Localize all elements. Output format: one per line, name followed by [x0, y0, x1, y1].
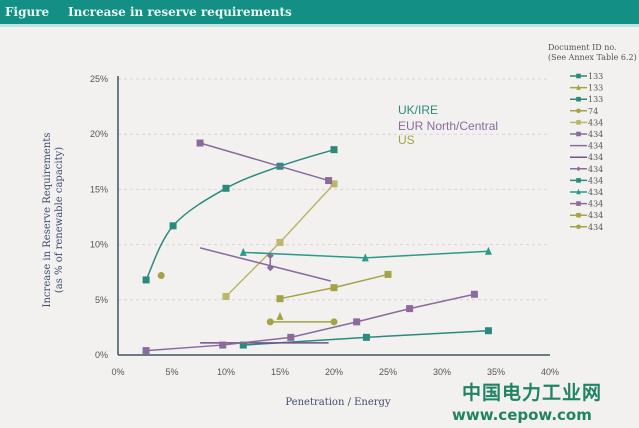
data-point-8: [266, 264, 274, 272]
legend-label: 434: [588, 188, 603, 197]
data-point-10: [239, 247, 247, 256]
y-tick-label: 5%: [95, 295, 108, 305]
figure-label: Figure: [5, 5, 50, 19]
legend-marker: [576, 212, 581, 218]
data-point-11: [406, 305, 414, 313]
data-point-12: [276, 295, 284, 303]
data-point-3: [157, 272, 165, 280]
data-point-12: [384, 270, 392, 278]
data-point-0: [222, 184, 230, 192]
y-tick-label: 0%: [95, 350, 108, 360]
x-tick-label: 30%: [433, 367, 451, 377]
legend-title: (See Annex Table 6.2): [548, 53, 637, 62]
data-point-4: [222, 292, 230, 300]
annotation-label: UK/IRE: [398, 103, 438, 117]
x-tick-label: 40%: [541, 367, 559, 377]
data-point-2: [484, 327, 492, 335]
data-point-5: [325, 177, 333, 185]
legend-marker: [576, 188, 581, 195]
legend-marker: [576, 84, 581, 90]
legend-label: 434: [588, 200, 603, 209]
data-point-13: [266, 318, 274, 326]
y-tick-label: 15%: [90, 184, 108, 194]
legend-marker: [576, 96, 581, 102]
legend-marker: [576, 131, 581, 137]
legend-marker: [576, 201, 581, 206]
data-point-1: [276, 311, 284, 320]
y-tick-label: 10%: [90, 240, 108, 250]
legend-label: 434: [588, 211, 603, 220]
legend-label: 133: [588, 72, 603, 81]
series-line-11: [146, 293, 475, 352]
y-axis-label: (as % of renewable capacity): [54, 147, 65, 293]
legend-title: Document ID no.: [548, 43, 617, 52]
x-tick-label: 20%: [325, 367, 343, 377]
data-point-0: [142, 276, 150, 284]
legend-marker: [576, 178, 581, 183]
data-point-12: [330, 284, 338, 292]
x-tick-label: 35%: [487, 367, 505, 377]
annotation-label: EUR North/Central: [398, 119, 498, 133]
data-point-11: [353, 318, 361, 326]
legend-label: 434: [588, 153, 603, 162]
data-point-11: [470, 290, 478, 298]
data-point-4: [276, 238, 284, 246]
data-point-11: [287, 333, 295, 341]
x-tick-label: 15%: [271, 367, 289, 377]
data-point-2: [239, 341, 247, 349]
data-point-11: [142, 347, 150, 355]
x-tick-label: 25%: [379, 367, 397, 377]
y-tick-label: 25%: [90, 74, 108, 84]
legend-marker: [576, 73, 581, 79]
y-tick-label: 20%: [90, 129, 108, 139]
annotation-label: US: [398, 133, 415, 147]
legend-marker: [576, 224, 581, 230]
y-axis-label: Increase in Reserve Requirements: [42, 133, 53, 308]
data-point-0: [330, 146, 338, 154]
figure-title: Increase in reserve requirements: [68, 5, 292, 19]
legend-marker: [576, 120, 581, 125]
legend-label: 74: [588, 107, 598, 116]
data-point-10: [361, 253, 369, 262]
data-point-2: [362, 333, 370, 341]
series-line-5: [199, 142, 329, 182]
series-line-6: [199, 247, 331, 282]
legend-marker: [576, 108, 581, 114]
watermark-cn: 中国电力工业网: [462, 382, 603, 404]
x-tick-label: 10%: [217, 367, 235, 377]
watermark-url: www.cepow.com: [452, 406, 592, 424]
legend-label: 434: [588, 223, 603, 232]
legend-label: 434: [588, 118, 603, 127]
legend-marker: [576, 166, 581, 172]
data-point-11: [219, 341, 227, 349]
data-point-10: [484, 246, 492, 255]
legend-label: 434: [588, 142, 603, 151]
legend-label: 434: [588, 165, 603, 174]
legend-label: 133: [588, 84, 603, 93]
data-point-0: [169, 222, 177, 230]
data-point-13: [330, 318, 338, 326]
legend-label: 434: [588, 176, 603, 185]
x-tick-label: 5%: [165, 367, 178, 377]
figure-header: Figure Increase in reserve requirements: [0, 0, 639, 27]
x-axis-label: Penetration / Energy: [285, 397, 391, 408]
legend-label: 133: [588, 95, 603, 104]
x-tick-label: 0%: [111, 367, 124, 377]
data-point-4: [330, 180, 338, 188]
data-point-5: [196, 139, 204, 147]
legend-label: 434: [588, 130, 603, 139]
